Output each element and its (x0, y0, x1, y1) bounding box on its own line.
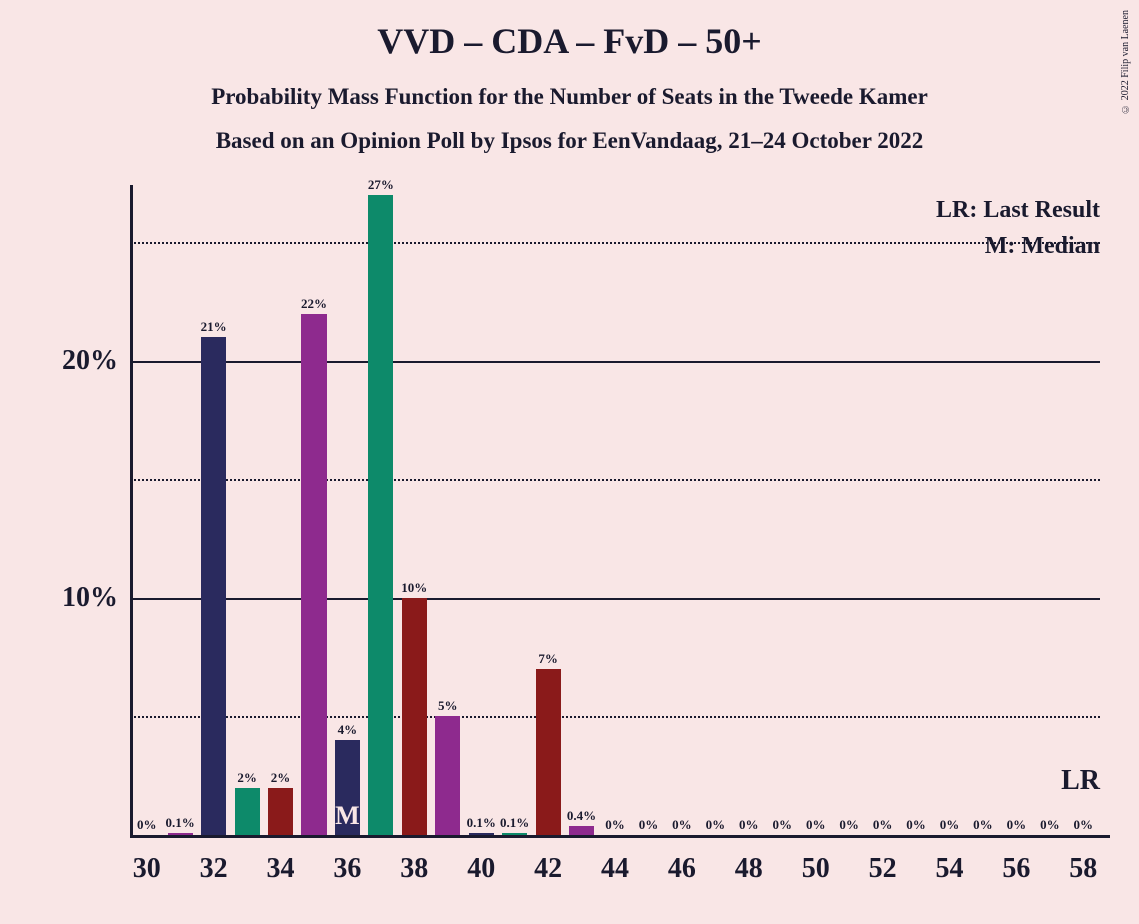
bar (301, 314, 326, 835)
y-axis-tick-label: 10% (62, 582, 118, 614)
bar (235, 788, 260, 835)
y-axis-tick-label: 20% (62, 345, 118, 377)
bar-value-label: 22% (294, 296, 334, 312)
bar-value-label: 21% (194, 319, 234, 335)
bar (368, 195, 393, 835)
bar (168, 833, 193, 835)
x-axis-tick-label: 54 (924, 853, 974, 885)
x-axis-tick-label: 44 (590, 853, 640, 885)
bar-value-label: 0.1% (495, 815, 535, 831)
x-axis-tick-label: 58 (1058, 853, 1108, 885)
grid-line-major (130, 598, 1100, 600)
chart-subtitle-1: Probability Mass Function for the Number… (0, 62, 1139, 110)
bar (569, 826, 594, 835)
x-axis-tick-label: 40 (456, 853, 506, 885)
x-axis-tick-label: 50 (791, 853, 841, 885)
bar-value-label: 27% (361, 177, 401, 193)
bar (402, 598, 427, 835)
bar-value-label: 2% (261, 770, 301, 786)
bar (268, 788, 293, 835)
bar-value-label: 4% (327, 722, 367, 738)
x-axis-tick-label: 38 (389, 853, 439, 885)
chart-title: VVD – CDA – FvD – 50+ (0, 0, 1139, 62)
grid-line-minor (130, 716, 1100, 718)
x-axis-tick-label: 56 (991, 853, 1041, 885)
bar (201, 337, 226, 835)
legend-lr: LR: Last Result (936, 197, 1100, 224)
x-axis-tick-label: 36 (322, 853, 372, 885)
y-axis-line (130, 185, 133, 835)
x-axis-tick-label: 34 (256, 853, 306, 885)
x-axis-tick-label: 46 (657, 853, 707, 885)
bar-value-label: 0.1% (160, 815, 200, 831)
copyright-text: © 2022 Filip van Laenen (1120, 10, 1131, 114)
grid-line-minor (130, 479, 1100, 481)
bar-value-label: 10% (394, 580, 434, 596)
bar (536, 669, 561, 835)
bar (502, 833, 527, 835)
x-axis-tick-label: 30 (122, 853, 172, 885)
chart-subtitle-2: Based on an Opinion Poll by Ipsos for Ee… (0, 110, 1139, 154)
x-axis-tick-label: 32 (189, 853, 239, 885)
grid-line-minor (130, 242, 1100, 244)
x-axis-tick-label: 48 (724, 853, 774, 885)
grid-line-major (130, 361, 1100, 363)
bar (435, 716, 460, 835)
legend-median: M: Median (985, 233, 1100, 260)
lr-marker: LR (1061, 765, 1100, 797)
bar-value-label: 7% (528, 651, 568, 667)
x-axis-tick-label: 52 (858, 853, 908, 885)
bar-value-label: 5% (428, 698, 468, 714)
bar-value-label: 0% (1063, 817, 1103, 833)
x-axis-tick-label: 42 (523, 853, 573, 885)
x-axis-line (130, 835, 1110, 838)
bar (469, 833, 494, 835)
median-marker: M (335, 801, 360, 831)
